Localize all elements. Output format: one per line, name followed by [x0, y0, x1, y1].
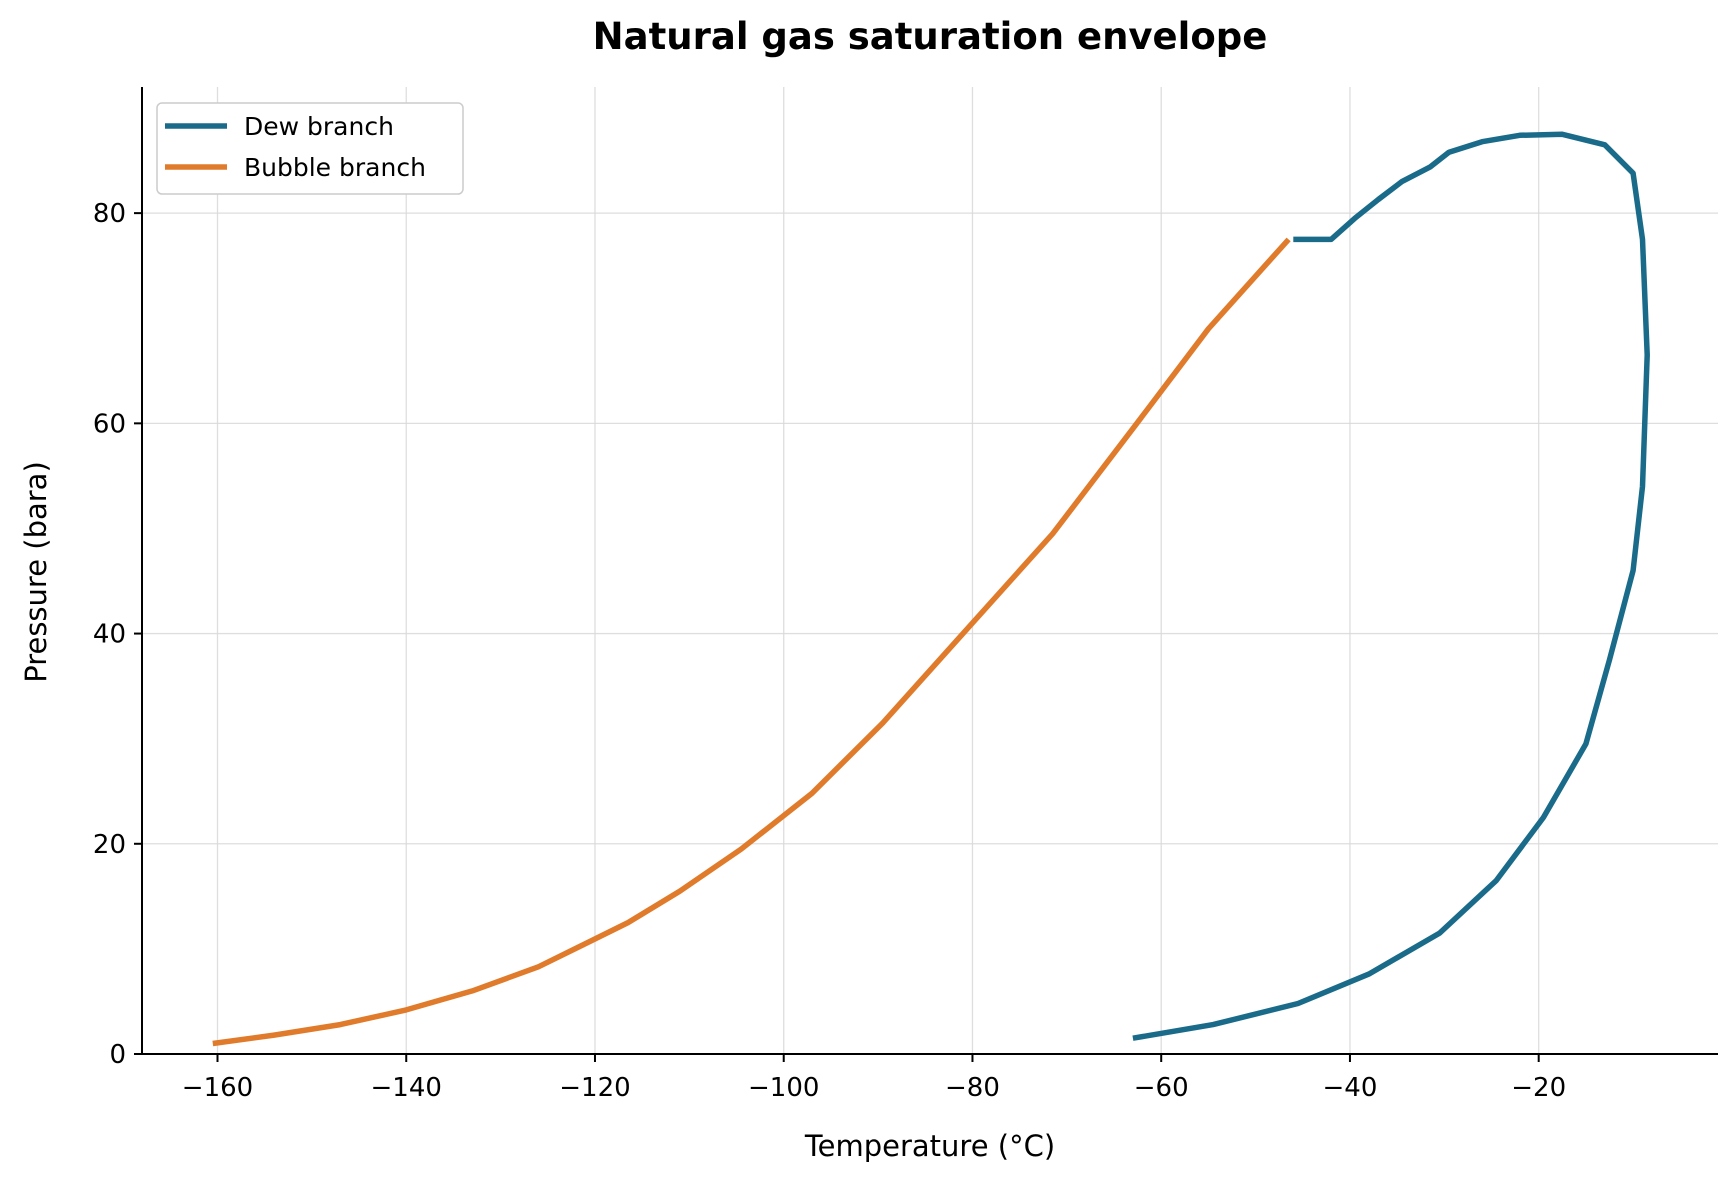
x-tick-label: −160: [182, 1073, 253, 1103]
x-tick-label: −40: [1323, 1073, 1378, 1103]
legend-box: [156, 102, 464, 195]
y-tick-label: 40: [93, 620, 126, 650]
x-axis-label: Temperature (°C): [804, 1129, 1055, 1163]
chart-title: Natural gas saturation envelope: [593, 15, 1268, 58]
legend-label-bubble: Bubble branch: [244, 153, 426, 182]
y-tick-label: 60: [93, 409, 126, 439]
x-tick-label: −100: [748, 1073, 819, 1103]
axes: [141, 87, 1718, 1055]
x-tick-label: −80: [945, 1073, 1000, 1103]
series-layer: [212, 131, 1650, 1047]
series-line-bubble-branch: [212, 237, 1291, 1047]
y-tick-label: 20: [93, 830, 126, 860]
x-tick-label: −60: [1134, 1073, 1189, 1103]
x-tick-label: −120: [559, 1073, 630, 1103]
y-tick-label: 80: [93, 199, 126, 229]
series-line-dew-branch: [1132, 131, 1650, 1041]
legend: Dew branch Bubble branch: [156, 102, 464, 195]
x-ticks: −160 −140 −120 −100 −80 −60 −40 −20: [182, 1054, 1566, 1103]
x-tick-label: −140: [371, 1073, 442, 1103]
y-tick-label: 0: [109, 1040, 126, 1070]
y-axis-label: Pressure (bara): [19, 461, 53, 683]
x-tick-label: −20: [1511, 1073, 1566, 1103]
legend-label-dew: Dew branch: [244, 112, 394, 141]
y-ticks: 0 20 40 60 80: [93, 199, 142, 1070]
